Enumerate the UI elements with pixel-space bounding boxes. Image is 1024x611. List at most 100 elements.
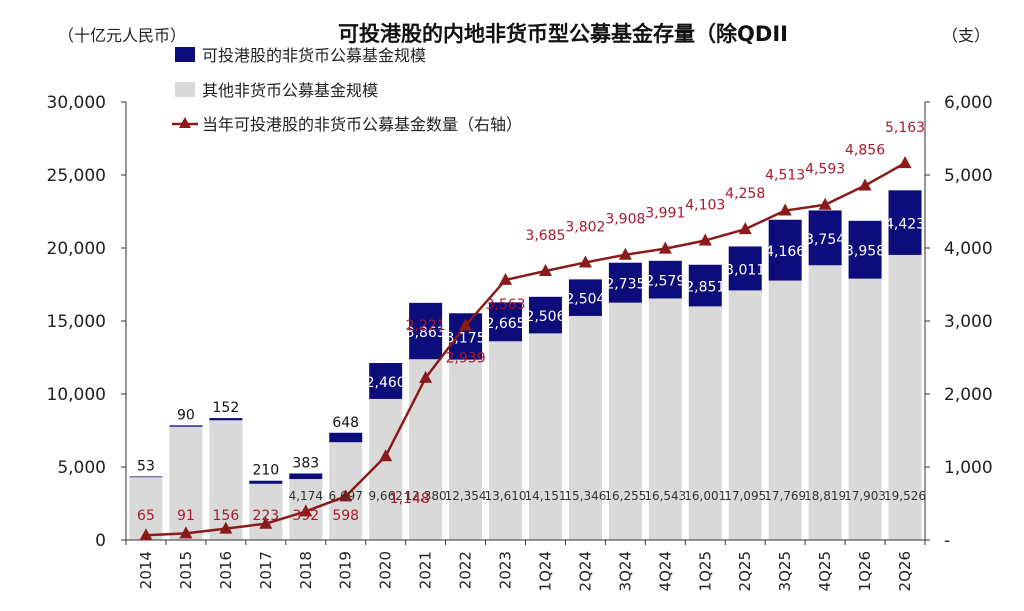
bar-hk-eligible-2016 [209,418,243,421]
bar-hk-eligible-2Q24 [568,279,602,316]
x-tick-label: 4Q25 [816,551,834,591]
bar-hk-eligible-2Q26 [888,190,922,255]
line-label: 392 [292,508,319,524]
bar-other-2015 [169,426,203,540]
bar-label-other: 14,151 [524,489,566,503]
line-marker-2015 [179,526,193,539]
line-marker-2019 [339,489,353,502]
line-label: 3,802 [565,219,605,235]
x-tick-label: 2014 [137,551,155,589]
right-tick-label: 3,000 [944,312,993,332]
x-tick-label: 2Q25 [736,551,754,591]
right-tick-label: - [944,531,950,551]
line-marker-1Q25 [698,233,712,246]
line-label: 598 [332,508,359,524]
bar-label-other: 17,095 [724,489,766,503]
line-marker-2017 [259,516,273,529]
line-marker-3Q25 [778,203,792,216]
left-tick-label: 30,000 [47,93,106,113]
line-label: 4,856 [845,143,885,159]
line-marker-2018 [299,504,313,517]
x-tick-label: 2Q24 [576,551,594,591]
legend-label-line: 当年可投港股的非货币公募基金数量（右轴） [202,115,522,134]
x-tick-label: 2017 [257,551,275,589]
bar-label-hk-eligible: 2,851 [685,280,725,296]
bar-label-other: 16,001 [684,489,726,503]
bar-label-hk-eligible: 3,863 [406,325,446,341]
line-marker-1Q26 [858,178,872,191]
line-marker-4Q25 [818,197,832,210]
line-marker-4Q24 [658,241,672,254]
x-tick-label: 1Q26 [856,551,874,591]
bar-label-hk-eligible: 383 [292,455,319,471]
bar-label-other: 15,346 [564,489,606,503]
right-tick-label: 2,000 [944,385,993,405]
x-tick-label: 4Q24 [656,551,674,591]
x-tick-label: 2015 [177,551,195,589]
line-marker-2Q24 [578,255,592,268]
plot-area: 0 5,000 10,000 15,000 20,000 25,000 30,000 - 1,0… [47,93,993,591]
bar-other-1Q26 [848,278,882,540]
bar-label-other: 19,526 [884,489,926,503]
line-marker-2020 [379,449,393,462]
x-tick-label: 3Q24 [616,551,634,591]
legend-triangle-marker [179,117,191,128]
line-label: 1,148 [390,491,430,507]
bar-other-4Q24 [648,298,682,540]
x-tick-label: 2020 [377,551,395,589]
bar-label-hk-eligible: 3,011 [725,262,765,278]
bar-label-hk-eligible: 4,423 [885,217,925,233]
bar-other-1Q25 [688,306,722,540]
x-tick-label: 2016 [217,551,235,589]
bar-hk-eligible-1Q25 [688,264,722,307]
line-label: 223 [252,508,279,524]
legend-label-hk-eligible: 可投港股的非货币公募基金规模 [202,46,426,65]
line-label: 3,991 [645,206,685,222]
bar-label-other: 16,543 [644,489,686,503]
bar-other-2023 [489,341,523,540]
bar-other-2021 [409,359,443,540]
x-tick-label: 2021 [417,551,435,589]
bar-label-hk-eligible: 648 [332,415,359,431]
bar-hk-eligible-3Q25 [768,219,802,281]
bar-label-other: 16,255 [604,489,646,503]
line-marker-3Q24 [618,247,632,260]
x-tick-label: 2018 [297,551,315,589]
bar-other-2Q25 [728,290,762,540]
left-tick-label: 20,000 [47,239,106,259]
bar-label-other: 9,662 [368,489,402,503]
line-label: 4,593 [805,162,845,178]
bar-label-hk-eligible: 2,506 [525,309,565,325]
bar-hk-eligible-3Q24 [608,262,642,303]
bar-label-hk-eligible: 90 [177,407,195,423]
line-marker-2023 [499,272,513,285]
bar-hk-eligible-1Q26 [848,220,882,279]
line-marker-2016 [219,521,233,534]
bar-hk-eligible-4Q25 [808,210,842,266]
bar-hk-eligible-1Q24 [528,296,562,334]
line-label: 3,685 [525,228,565,244]
bar-label-hk-eligible: 3,958 [845,244,885,260]
left-axis-unit: （十亿元人民币） [58,26,186,45]
line-label: 91 [177,508,195,524]
bar-label-hk-eligible: 152 [213,400,240,416]
bar-label-other: 12,354 [445,489,487,503]
line-label: 3,563 [485,297,525,313]
bar-other-3Q24 [608,302,642,540]
line-fund-count [145,162,906,537]
legend-label-other: 其他非货币公募基金规模 [202,81,378,100]
line-marker-2014 [139,528,153,541]
x-tick-label: 2019 [337,551,355,589]
line-label: 3,908 [605,212,645,228]
line-label: 2,939 [446,350,486,366]
bar-label-hk-eligible: 4,166 [765,244,805,260]
bar-hk-eligible-2Q25 [728,246,762,291]
bar-label-hk-eligible: 2,460 [366,375,406,391]
right-axis-unit: （支） [942,26,990,45]
bar-hk-eligible-2020 [369,363,403,399]
line-label: 5,163 [885,120,925,136]
right-tick-label: 6,000 [944,93,993,113]
bar-other-2Q26 [888,254,922,540]
left-tick-label: 15,000 [47,312,106,332]
bar-label-other: 18,819 [804,489,846,503]
